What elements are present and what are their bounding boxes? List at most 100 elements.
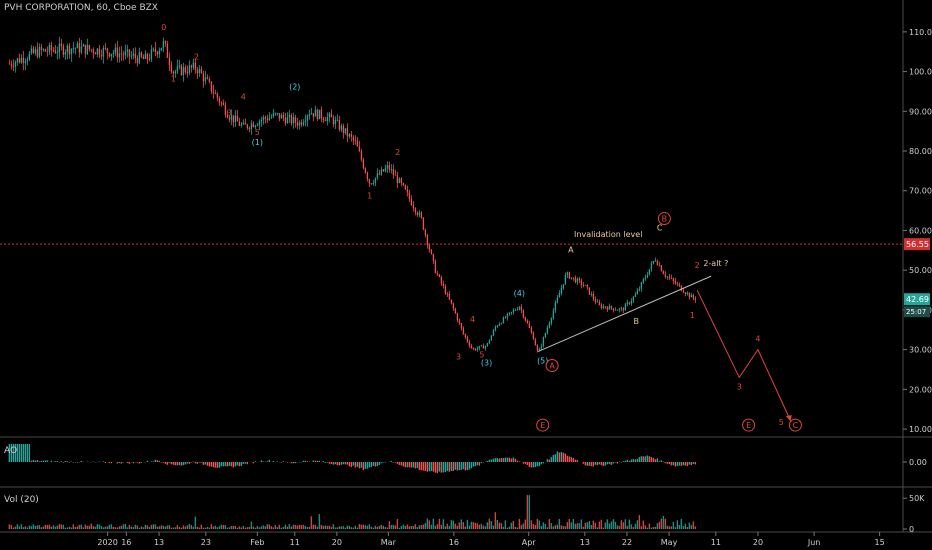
candle-body	[180, 65, 183, 75]
candle-body	[626, 302, 629, 305]
candle-body	[114, 47, 117, 53]
ao-bar	[394, 462, 397, 463]
volume-bar	[318, 514, 321, 529]
volume-bar	[262, 525, 265, 529]
candle-body	[692, 294, 695, 299]
y-tick-label: 70.00	[909, 187, 932, 196]
volume-bar	[626, 525, 629, 529]
volume-bar	[234, 525, 237, 529]
volume-bar	[678, 525, 681, 529]
candle-body	[578, 278, 581, 281]
ao-bar	[436, 462, 439, 474]
candle-body	[402, 182, 405, 186]
ao-bar	[512, 457, 515, 462]
volume-bar	[272, 527, 275, 529]
candle-body	[38, 46, 41, 57]
ao-bar	[404, 462, 407, 468]
ao-bar	[8, 444, 11, 462]
ao-bar	[40, 460, 43, 462]
candle-body	[336, 119, 339, 121]
candle-body	[340, 125, 343, 130]
candle-body	[152, 48, 155, 50]
volume-bar	[584, 522, 587, 529]
volume-bar	[646, 527, 649, 529]
ao-bar	[466, 462, 469, 471]
volume-bar	[694, 526, 697, 529]
ao-bar	[54, 461, 57, 462]
candle-body	[482, 345, 485, 349]
volume-bar	[490, 521, 493, 529]
candle-body	[312, 113, 315, 117]
candle-body	[288, 115, 291, 118]
ao-bar	[180, 462, 183, 466]
candle-body	[418, 212, 421, 216]
ao-bar	[228, 462, 231, 466]
candle-body	[608, 305, 611, 310]
volume-bar	[376, 527, 379, 529]
volume-bar	[508, 526, 511, 529]
candle-body	[142, 56, 145, 59]
candle-body	[630, 300, 633, 304]
candle-body	[136, 57, 139, 64]
candle-body	[84, 44, 87, 54]
candle-body	[570, 277, 573, 279]
invalidation-value: 56.55	[906, 240, 929, 249]
candle-body	[254, 125, 257, 128]
volume-bar	[558, 518, 561, 529]
candle-body	[12, 65, 15, 67]
volume-bar	[178, 527, 181, 529]
volume-bar	[258, 527, 261, 529]
volume-bar	[174, 527, 177, 529]
candle-body	[596, 301, 599, 303]
ao-bar	[36, 459, 39, 462]
ao-bar	[334, 462, 337, 465]
ao-bar	[326, 462, 329, 463]
candle-body	[460, 323, 463, 329]
x-tick-label: 16	[449, 538, 459, 547]
volume-bar	[292, 524, 295, 529]
candle-body	[510, 311, 513, 313]
volume-bar	[522, 523, 525, 529]
ao-bar	[430, 462, 433, 472]
volume-bar	[92, 526, 95, 529]
ao-bar	[684, 462, 687, 466]
ao-bar	[314, 460, 317, 462]
ao-bar	[378, 462, 381, 466]
ao-bar	[226, 462, 229, 467]
candle-body	[298, 122, 301, 126]
volume-bar	[470, 521, 473, 529]
ao-bar	[624, 460, 627, 462]
volume-bar	[374, 525, 377, 529]
ao-bar	[656, 458, 659, 462]
candle-body	[222, 102, 225, 105]
ao-bar	[150, 461, 153, 462]
volume-bar	[256, 526, 259, 529]
volume-bar	[690, 525, 693, 529]
trendline	[537, 275, 712, 353]
ao-bar	[492, 458, 495, 462]
volume-bar	[434, 525, 437, 529]
ao-bar	[518, 461, 521, 462]
candle-body	[394, 174, 397, 176]
volume-bar	[562, 526, 565, 529]
wave-label: B	[634, 317, 640, 326]
candle-body	[372, 182, 375, 184]
volume-bar	[582, 526, 585, 529]
candle-body	[316, 109, 319, 120]
candle-body	[512, 310, 515, 312]
volume-bar	[294, 525, 297, 529]
candle-body	[198, 68, 201, 74]
volume-bar	[290, 526, 293, 529]
volume-bar	[190, 525, 193, 529]
candle-body	[90, 49, 93, 51]
ao-bar	[350, 462, 353, 467]
ao-bar	[408, 462, 411, 468]
volume-bar	[280, 527, 283, 529]
volume-bar	[424, 523, 427, 529]
wave-label: 1	[690, 311, 695, 320]
ao-bar	[174, 462, 177, 466]
candle-body	[486, 343, 489, 347]
ao-bar	[230, 462, 233, 467]
